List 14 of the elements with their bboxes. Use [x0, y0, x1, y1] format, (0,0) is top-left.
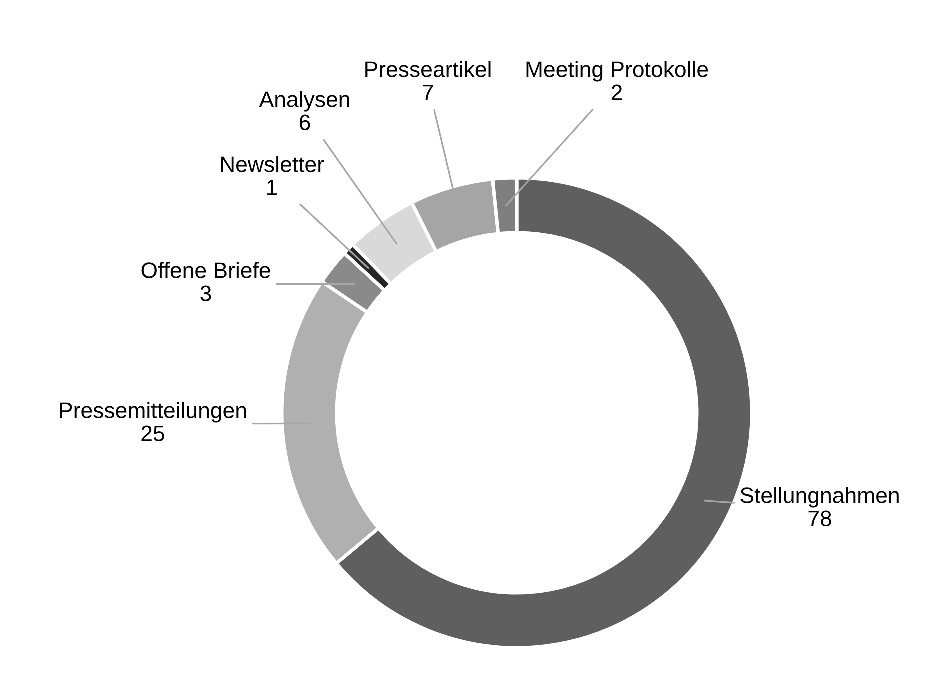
- slice-label: Analysen: [259, 91, 350, 112]
- slice-label: Meeting Protokolle: [526, 61, 708, 82]
- data-label: 78: [808, 510, 832, 527]
- data-label: 2: [612, 84, 622, 100]
- data-label: 1: [268, 180, 278, 196]
- slice-label: Newsletter: [221, 156, 324, 172]
- slice-label: Pressemitteilungen: [60, 402, 246, 423]
- slice-label: Presseartikel: [366, 61, 491, 78]
- data-label: 3: [200, 286, 212, 302]
- data-label: 6: [300, 114, 310, 131]
- data-label: 7: [422, 85, 434, 100]
- data-label: 25: [142, 426, 164, 442]
- slice-label: Stellungnahmen: [740, 487, 899, 508]
- slice-label: Offene Briefe: [142, 262, 270, 278]
